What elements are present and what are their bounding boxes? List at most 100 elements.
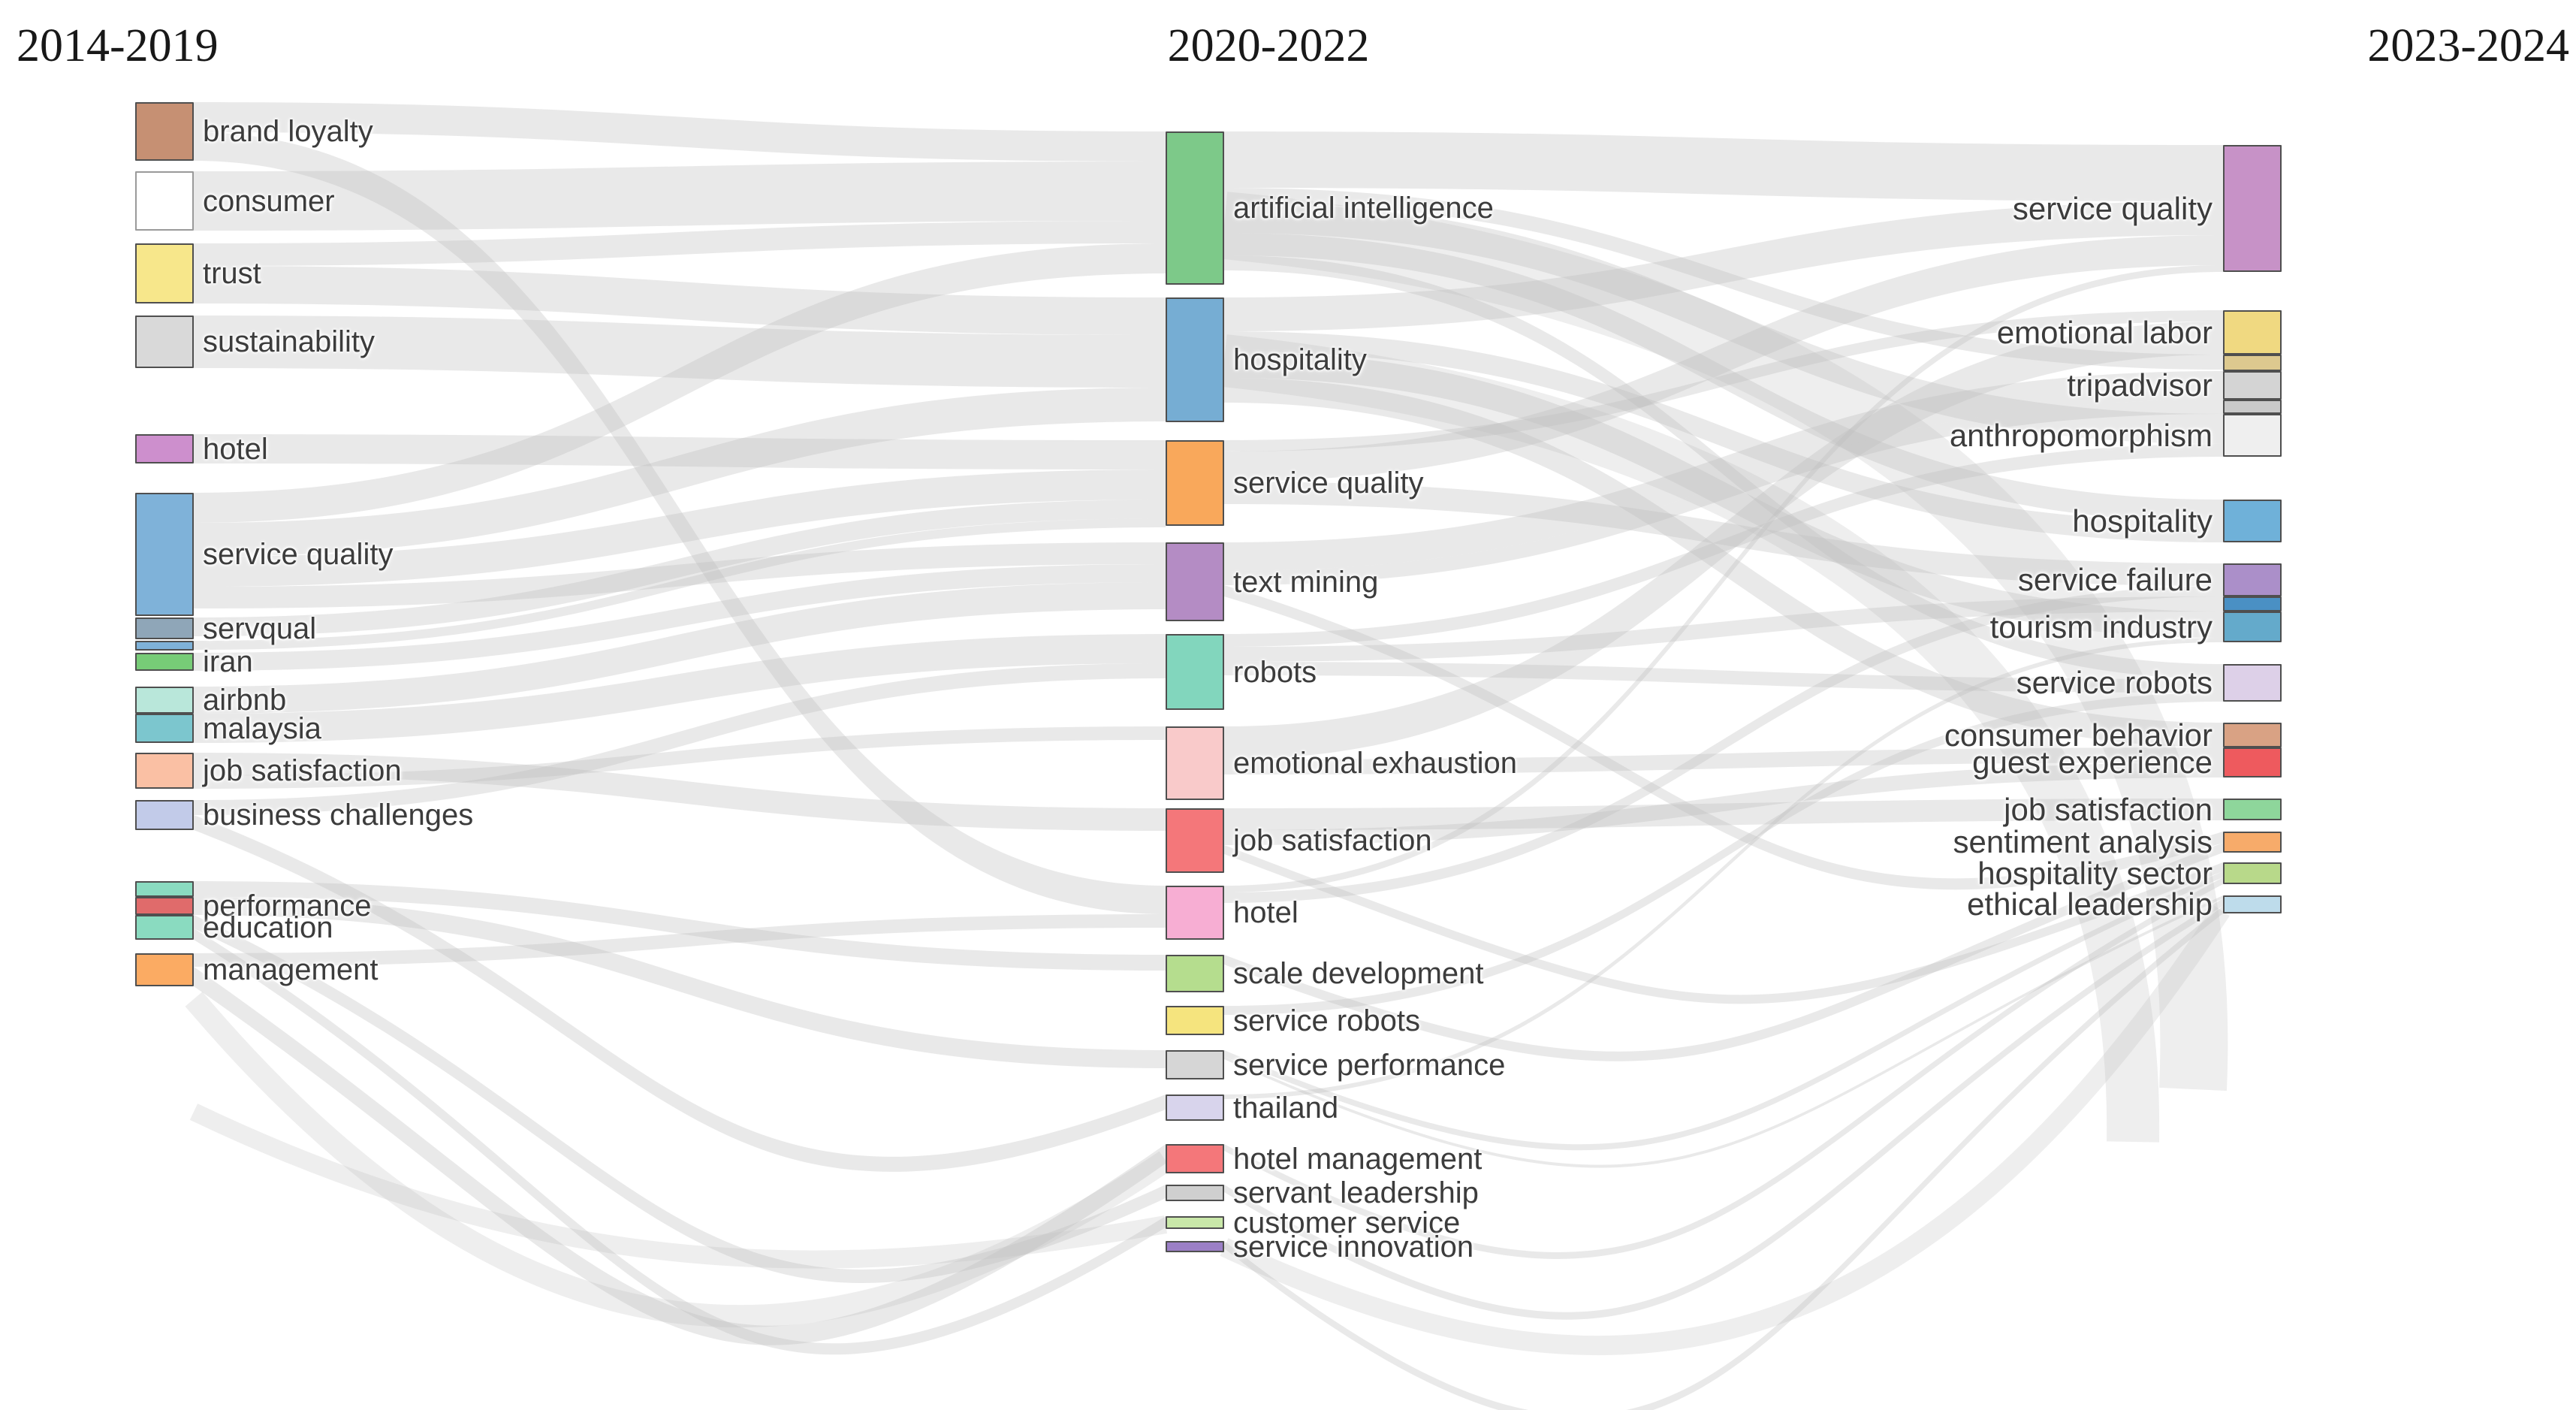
period-header-left: 2014-2019 (17, 20, 219, 71)
flow-hospitality_m-to-hospitality_r (1224, 331, 2223, 542)
flow-hospitality_m-to-tourism_industry (1224, 352, 2223, 638)
node-label-service_innovation: service innovation (1233, 1230, 1474, 1264)
node-label-sentiment_analysis: sentiment analysis (1953, 823, 2213, 859)
flow-hotel_l-to-service_quality_m (194, 434, 1166, 469)
node-label-sustainability: sustainability (203, 325, 376, 358)
node-label-service_robots_r: service robots (2016, 664, 2213, 700)
flow-text_mining-to-sentiment_analysis (1224, 585, 2223, 890)
node-label-management: management (203, 953, 379, 986)
period-header-right: 2023-2024 (2367, 20, 2569, 71)
node-text_mining (1166, 542, 1224, 621)
flow-sustainability-to-hospitality_m (194, 316, 1166, 388)
node-service_robots_r (2223, 664, 2282, 702)
node-tripadvisor (2223, 371, 2282, 400)
flow-job_satisfaction_m-to-job_satisfaction_r (1224, 799, 2223, 830)
flow-service_quality_l-to-hospitality_m (194, 388, 1166, 557)
flow-iran-to-text_mining (194, 564, 1166, 671)
node-blue_sliver_r (2223, 596, 2282, 611)
flow-hospitality_m-to-consumer_behavior (1224, 378, 2223, 747)
flow-text_mining-to-gray2_r (1224, 400, 2223, 585)
period-header-middle: 2020-2022 (1167, 20, 1370, 71)
node-label-trust: trust (203, 257, 261, 290)
background-flow-band (1220, 192, 2228, 1091)
node-hospitality_sector (2223, 862, 2282, 884)
node-label-business_challenges: business challenges (203, 799, 474, 832)
node-label-airbnb: airbnb (203, 684, 287, 717)
node-emotional_labor (2223, 310, 2282, 355)
node-service_quality_r (2223, 145, 2282, 272)
flow-job_satisfaction_l-to-emotional_exhaustion (194, 726, 1166, 789)
node-label-scale_development: scale development (1233, 957, 1484, 990)
flow-job_satisfaction_l-to-job_satisfaction_m (194, 753, 1166, 831)
flow-ai-to-anthropomorphism (1224, 203, 2223, 444)
node-label-hospitality_r: hospitality (2072, 503, 2213, 539)
flow-robots_m-to-service_robots_r (1224, 662, 2223, 693)
background-flow-band (185, 992, 1172, 1328)
node-gray2_r (2223, 400, 2282, 414)
flow-job_satisfaction_m-to-hospitality_sector (1224, 845, 2223, 1004)
node-label-service_performance: service performance (1233, 1048, 1506, 1082)
node-job_satisfaction_r (2223, 799, 2282, 820)
node-hospitality_m (1166, 297, 1224, 422)
node-service_failure (2223, 563, 2282, 596)
node-sliver_l (135, 641, 194, 651)
flow-sliver_l-to-service_quality_m (194, 518, 1166, 650)
node-service_innovation (1166, 1241, 1224, 1252)
node-label-brand_loyalty: brand loyalty (203, 115, 373, 148)
flow-brand_loyalty-to-hotel_m (194, 132, 1166, 914)
node-malaysia (135, 714, 194, 743)
node-hospitality_r (2223, 500, 2282, 542)
node-service_quality_l (135, 493, 194, 616)
node-label-hospitality_sector: hospitality sector (1977, 855, 2213, 891)
flow-ai-to-service_quality_r (1224, 131, 2223, 201)
flow-emotional_exhaustion-to-emotional_labor (1224, 322, 2223, 759)
node-guest_experience (2223, 747, 2282, 777)
node-label-hotel_l: hotel (203, 432, 268, 466)
flow-robots_m-to-blue_sliver_r (1224, 596, 2223, 662)
node-trust (135, 243, 194, 303)
flow-thailand-to-tourism_industry (1224, 638, 2223, 1099)
node-label-customer_service: customer service (1233, 1206, 1461, 1239)
background-flow-band (1221, 334, 2160, 1143)
node-label-service_quality_r: service quality (2012, 190, 2213, 226)
flow-ai-to-service_robots_r (1224, 255, 2223, 679)
node-label-tourism_industry: tourism industry (1989, 608, 2213, 645)
node-airbnb (135, 687, 194, 714)
node-consumer (135, 171, 194, 231)
node-sustainability (135, 316, 194, 368)
node-customer_service (1166, 1216, 1224, 1229)
node-sentiment_analysis (2223, 832, 2282, 853)
flow-hotel_m-to-service_quality_r (1224, 265, 2223, 892)
node-label-hotel_m: hotel (1233, 896, 1299, 929)
node-thailand (1166, 1094, 1224, 1121)
node-label-job_satisfaction_r: job satisfaction (2004, 791, 2213, 827)
flow-malaysia-to-robots_m (194, 634, 1166, 743)
node-label-service_quality_l: service quality (203, 538, 394, 571)
node-label-job_satisfaction_l: job satisfaction (203, 754, 402, 787)
node-label-hospitality_m: hospitality (1233, 343, 1367, 376)
node-label-anthropomorphism: anthropomorphism (1949, 417, 2213, 453)
node-label-consumer: consumer (203, 184, 335, 218)
node-label-consumer_behavior: consumer behavior (1944, 717, 2213, 753)
node-label-emotional_exhaustion: emotional exhaustion (1233, 747, 1518, 780)
flow-ai-to-tan_r (1224, 188, 2223, 370)
node-label-emotional_labor: emotional labor (1996, 314, 2213, 350)
node-label-tripadvisor: tripadvisor (2067, 367, 2213, 403)
node-management (135, 953, 194, 986)
flow-service_quality_m-to-emotional_labor (1224, 310, 2223, 451)
flow-consumer-to-ai (194, 162, 1166, 231)
node-label-performance: performance (203, 889, 372, 922)
node-tan_r (2223, 355, 2282, 371)
node-label-ai: artificial intelligence (1233, 192, 1494, 225)
flow-text_mining-to-tripadvisor (1224, 371, 2223, 571)
node-anthropomorphism (2223, 414, 2282, 457)
node-hotel_m (1166, 886, 1224, 940)
node-label-servqual: servqual (203, 611, 317, 645)
node-scale_development (1166, 955, 1224, 992)
node-label-robots_m: robots (1233, 655, 1317, 689)
flow-airbnb-to-text_mining (194, 582, 1166, 714)
flow-service_robots_m-to-service_robots_r (1224, 693, 2223, 1015)
flow-business_challenges-to-thailand (194, 815, 1166, 1172)
